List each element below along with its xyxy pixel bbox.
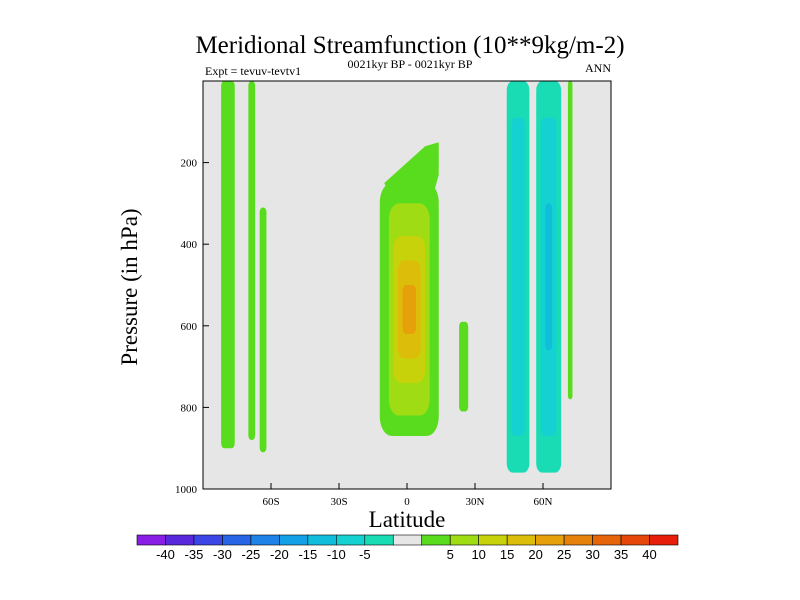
x-tick-label: 0 bbox=[404, 496, 410, 508]
colorbar-swatch bbox=[364, 534, 394, 546]
x-tick-label: 60N bbox=[534, 496, 553, 508]
colorbar-label: 25 bbox=[557, 547, 571, 562]
colorbar-label: -15 bbox=[298, 547, 317, 562]
tropical-contour-25 bbox=[402, 285, 417, 334]
y-tick-label: 200 bbox=[181, 158, 198, 170]
colorbar-swatch bbox=[449, 534, 479, 546]
nh-neg1-contour-10 bbox=[511, 117, 525, 436]
colorbar-label: 5 bbox=[447, 547, 454, 562]
colorbar: -40 -35 -30 -25 -20 -15 -10 -5 5 10 15 20 25 30 35 40 bbox=[136, 534, 679, 562]
y-axis: 200 400 600 800 1000 bbox=[175, 158, 209, 496]
y-tick-label: 800 bbox=[181, 402, 198, 414]
sh-weak-cell-1-contour-5 bbox=[221, 81, 235, 449]
colorbar-swatch bbox=[478, 534, 508, 546]
sh-weak-cell-3-contour-5 bbox=[259, 207, 267, 453]
colorbar-swatch bbox=[307, 534, 337, 546]
colorbar-swatch bbox=[193, 534, 223, 546]
colorbar-label: 35 bbox=[614, 547, 628, 562]
y-tick-label: 600 bbox=[181, 321, 198, 333]
colorbar-label: -5 bbox=[359, 547, 371, 562]
colorbar-swatch bbox=[421, 534, 451, 546]
colorbar-label: 40 bbox=[642, 547, 656, 562]
x-tick-label: 60S bbox=[262, 496, 279, 508]
colorbar-swatch bbox=[222, 534, 252, 546]
colorbar-label: -25 bbox=[241, 547, 260, 562]
colorbar-swatch bbox=[136, 534, 166, 546]
colorbar-swatch bbox=[336, 534, 366, 546]
nh-weak-contour-5 bbox=[567, 81, 573, 400]
subtitle-right: ANN bbox=[585, 61, 611, 75]
colorbar-label: -30 bbox=[213, 547, 232, 562]
colorbar-label: 30 bbox=[585, 547, 599, 562]
y-tick-label: 1000 bbox=[175, 484, 198, 496]
colorbar-swatch bbox=[165, 534, 195, 546]
chart-title: Meridional Streamfunction (10**9kg/m-2) bbox=[195, 32, 624, 59]
colorbar-label: -40 bbox=[156, 547, 175, 562]
contour-fills bbox=[221, 81, 573, 473]
x-tick-label: 30S bbox=[330, 496, 347, 508]
colorbar-swatch bbox=[250, 534, 280, 546]
colorbar-label: 15 bbox=[500, 547, 514, 562]
x-tick-label: 30N bbox=[466, 496, 485, 508]
colorbar-swatch bbox=[506, 534, 536, 546]
y-tick-label: 400 bbox=[181, 239, 198, 251]
nh-neg2-contour-15 bbox=[545, 203, 553, 351]
colorbar-swatch bbox=[649, 534, 679, 546]
colorbar-label: 20 bbox=[528, 547, 542, 562]
colorbar-label: -20 bbox=[270, 547, 289, 562]
colorbar-label: 10 bbox=[471, 547, 485, 562]
colorbar-swatch bbox=[592, 534, 622, 546]
nh-small-contour-5 bbox=[459, 321, 469, 412]
subtitle-center: 0021kyr BP - 0021kyr BP bbox=[348, 57, 473, 71]
colorbar-swatch bbox=[279, 534, 309, 546]
subtitle-left: Expt = tevuv-tevtv1 bbox=[205, 64, 301, 78]
sh-weak-cell-2-contour-5 bbox=[248, 81, 256, 441]
colorbar-swatch bbox=[563, 534, 593, 546]
colorbar-swatch bbox=[620, 534, 650, 546]
x-axis-label: Latitude bbox=[369, 507, 446, 532]
colorbar-label: -10 bbox=[327, 547, 346, 562]
colorbar-swatch bbox=[392, 534, 423, 546]
colorbar-label: -35 bbox=[185, 547, 204, 562]
x-axis: 60S 30S 0 30N 60N bbox=[262, 483, 553, 508]
y-axis-label: Pressure (in hPa) bbox=[117, 208, 142, 365]
colorbar-swatch bbox=[535, 534, 565, 546]
